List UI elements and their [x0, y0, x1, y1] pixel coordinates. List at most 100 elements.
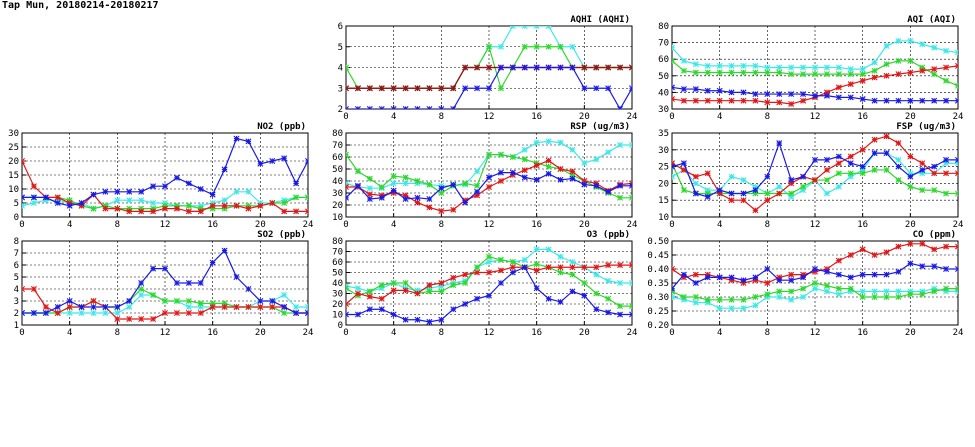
data-point — [233, 304, 240, 310]
data-point — [692, 86, 699, 93]
data-point — [426, 288, 433, 295]
data-point — [474, 64, 481, 71]
data-point — [545, 170, 552, 177]
data-point — [605, 64, 612, 71]
data-point — [728, 277, 735, 284]
data-point — [692, 61, 699, 68]
x-tick-label: 8 — [115, 220, 120, 230]
y-tick-label: 1 — [14, 321, 19, 331]
data-point — [871, 150, 878, 157]
data-point — [788, 101, 795, 108]
data-point — [545, 43, 552, 50]
data-point — [955, 82, 958, 89]
x-tick-label: 24 — [953, 220, 964, 230]
data-point — [764, 197, 771, 204]
data-point — [919, 64, 926, 71]
data-point — [716, 87, 723, 94]
data-point — [847, 274, 854, 281]
data-point — [66, 197, 73, 204]
data-point — [114, 197, 121, 204]
data-point — [557, 139, 564, 146]
data-point — [704, 97, 711, 104]
data-point — [752, 190, 759, 197]
data-point — [545, 64, 552, 71]
data-point — [221, 202, 228, 209]
data-point — [66, 310, 73, 316]
data-point — [776, 277, 783, 284]
data-point — [716, 187, 723, 194]
data-point — [293, 304, 300, 310]
data-point — [692, 299, 699, 306]
data-point — [895, 177, 902, 184]
data-point — [354, 182, 361, 189]
data-point — [533, 285, 540, 292]
series-blue — [672, 84, 958, 104]
data-point — [173, 174, 180, 181]
data-point — [438, 280, 445, 286]
data-point — [281, 200, 288, 206]
data-point — [943, 156, 950, 163]
y-tick-label: 10 — [8, 185, 19, 195]
data-point — [907, 241, 914, 247]
data-point — [716, 274, 723, 281]
data-point — [90, 304, 97, 310]
data-point — [426, 318, 433, 325]
series-green — [672, 57, 958, 89]
data-point — [293, 208, 300, 215]
data-point — [680, 166, 687, 173]
data-point — [672, 285, 675, 292]
data-point — [509, 264, 516, 271]
data-point — [776, 294, 783, 300]
y-tick-label: 70 — [332, 248, 343, 258]
data-point — [776, 69, 783, 76]
data-point — [931, 66, 938, 73]
data-point — [281, 155, 288, 162]
data-point — [895, 156, 902, 163]
chart-title: O3 (ppb) — [587, 230, 630, 240]
data-point — [955, 62, 958, 69]
data-point — [943, 288, 950, 295]
data-point — [788, 277, 795, 284]
data-point — [581, 181, 588, 188]
data-point — [54, 197, 61, 204]
data-point — [378, 306, 385, 313]
data-point — [126, 316, 133, 322]
x-tick-label: 20 — [255, 220, 266, 230]
data-point — [800, 274, 807, 281]
data-point — [281, 208, 288, 215]
data-point — [764, 291, 771, 298]
data-point — [162, 265, 168, 272]
data-point — [593, 306, 600, 313]
data-point — [150, 316, 157, 322]
x-tick-label: 20 — [579, 112, 590, 122]
data-point — [173, 202, 180, 209]
data-point — [497, 43, 504, 50]
data-point — [366, 106, 373, 109]
data-point — [346, 301, 349, 307]
data-point — [704, 193, 711, 200]
data-point — [474, 168, 481, 175]
data-point — [752, 187, 759, 194]
data-point — [497, 151, 504, 158]
data-point — [497, 267, 504, 274]
data-point — [474, 188, 481, 195]
data-point — [672, 266, 675, 272]
data-point — [426, 181, 433, 188]
data-point — [557, 264, 564, 271]
data-point — [150, 205, 157, 212]
data-point — [895, 97, 902, 104]
data-point — [955, 170, 958, 177]
data-point — [931, 163, 938, 170]
data-point — [402, 85, 409, 92]
data-point — [533, 246, 540, 253]
data-point — [402, 280, 409, 286]
data-point — [257, 304, 264, 310]
data-point — [486, 259, 492, 265]
data-point — [305, 158, 308, 164]
data-point — [895, 140, 902, 147]
data-point — [533, 43, 540, 50]
data-point — [90, 205, 97, 212]
data-point — [740, 280, 747, 286]
data-point — [450, 85, 457, 92]
